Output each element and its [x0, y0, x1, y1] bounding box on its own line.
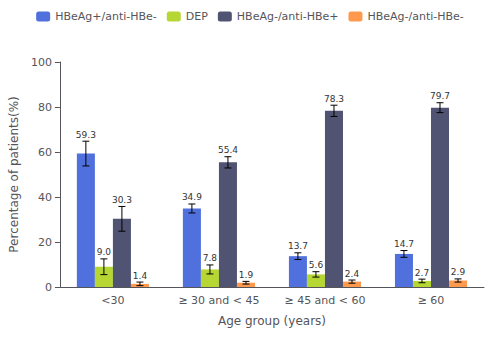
svg-text:1.4: 1.4: [133, 271, 148, 281]
svg-text:14.7: 14.7: [394, 239, 414, 249]
svg-text:2.7: 2.7: [415, 268, 429, 278]
svg-text:HBeAg-/anti-HBe-: HBeAg-/anti-HBe-: [367, 10, 463, 23]
svg-text:30.3: 30.3: [112, 195, 132, 205]
svg-text:55.4: 55.4: [218, 145, 238, 155]
svg-text:13.7: 13.7: [288, 241, 308, 251]
svg-text:60: 60: [38, 146, 52, 159]
svg-text:Age group (years): Age group (years): [218, 314, 326, 328]
svg-text:0: 0: [45, 281, 52, 294]
svg-text:7.8: 7.8: [203, 253, 218, 263]
svg-text:2.4: 2.4: [345, 269, 360, 279]
svg-text:Percentage of patients(%): Percentage of patients(%): [7, 96, 21, 252]
svg-text:80: 80: [38, 101, 52, 114]
svg-text:DEP: DEP: [186, 10, 208, 23]
svg-text:2.9: 2.9: [451, 267, 466, 277]
svg-text:40: 40: [38, 191, 52, 204]
svg-text:20: 20: [38, 236, 52, 249]
svg-text:1.9: 1.9: [239, 270, 254, 280]
svg-text:79.7: 79.7: [430, 91, 450, 101]
svg-text:59.3: 59.3: [76, 130, 96, 140]
svg-text:5.6: 5.6: [309, 260, 324, 270]
svg-text:HBeAg+/anti-HBe-: HBeAg+/anti-HBe-: [55, 10, 157, 23]
svg-text:≥ 60: ≥ 60: [418, 294, 445, 307]
svg-text:100: 100: [31, 56, 52, 69]
svg-text:<30: <30: [101, 294, 124, 307]
svg-text:78.3: 78.3: [324, 94, 344, 104]
svg-text:≥ 45 and < 60: ≥ 45 and < 60: [284, 294, 365, 307]
svg-text:HBeAg-/anti-HBe+: HBeAg-/anti-HBe+: [237, 10, 339, 23]
svg-text:34.9: 34.9: [182, 192, 202, 202]
svg-text:9.0: 9.0: [97, 247, 112, 257]
svg-text:≥ 30 and < 45: ≥ 30 and < 45: [178, 294, 259, 307]
